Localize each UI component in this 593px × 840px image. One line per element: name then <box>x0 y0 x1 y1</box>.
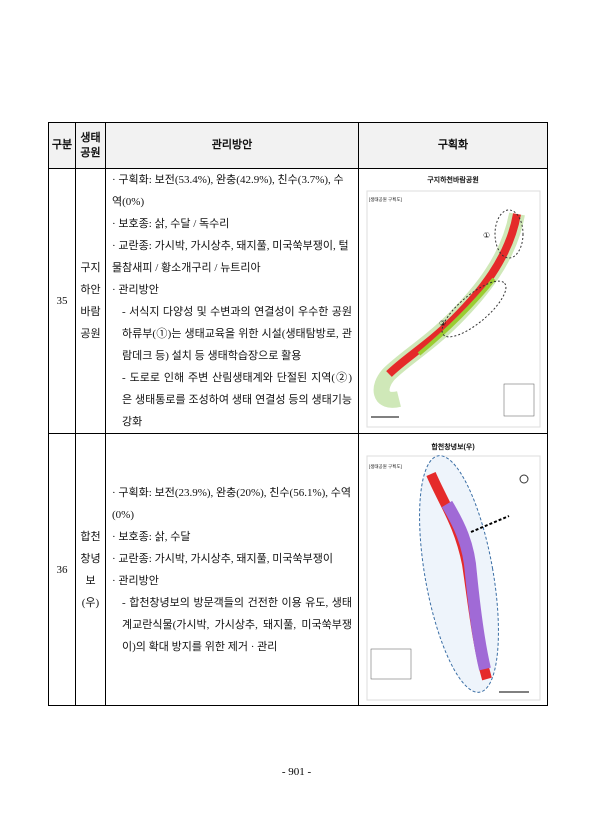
park-line: 바람 <box>80 306 101 318</box>
park-line: 구지 <box>80 262 101 274</box>
map <box>366 190 541 428</box>
sub-item: - 서식지 다양성 및 수변과의 연결성이 우수한 공원 하류부(①)는 생태교… <box>122 306 352 362</box>
item: · 관리방안 <box>112 574 159 587</box>
park-line: (우) <box>81 596 100 609</box>
row: 36 합천 창녕보 (우) · 구획화: 보전(23.9%), 완충(20%),… <box>48 433 548 706</box>
item: · 보호종: 삵, 수달 <box>112 530 191 543</box>
row-id: 36 <box>48 433 76 706</box>
page-number: - 901 - <box>281 766 312 778</box>
park-line: 창녕보 <box>80 552 101 587</box>
map-legend <box>370 648 412 680</box>
park-line: 하안 <box>80 284 101 296</box>
header-text: 공원 <box>80 146 101 159</box>
north-arrow <box>519 474 529 484</box>
sub-item: - 합천창녕보의 방문객들의 건전한 이용 유도, 생태계교란식물(가시박, 가… <box>122 596 352 653</box>
item: · 관리방안 <box>112 284 159 296</box>
map-circle <box>441 280 507 338</box>
map-zone <box>417 277 496 356</box>
header-cell: 구획화 <box>358 122 548 169</box>
row: 35 구지 하안 바람 공원 · 구획화: 보전(53.4%), 완충(42.9… <box>48 168 548 434</box>
map-caption: [생태공원 구획도] <box>369 464 402 469</box>
header-text: 생태 <box>80 131 101 144</box>
map-cell: 합천창녕보(우) [생태공원 구획도] <box>358 433 548 706</box>
map-zone <box>441 500 491 671</box>
sub-item: - 도로로 인해 주변 산림생태계와 단절된 지역(②)은 생태통로를 조성하여… <box>122 372 352 428</box>
map-mark: ② <box>439 319 447 328</box>
map-caption: [생태공원 구획도] <box>369 197 402 202</box>
park-name: 구지 하안 바람 공원 <box>75 168 106 434</box>
header-cell: 구분 <box>48 122 76 169</box>
header-cell: 관리방안 <box>105 122 359 169</box>
item: · 교란종: 가시박, 가시상추, 돼지풀, 미국쑥부쟁이 <box>112 552 333 565</box>
park-line: 공원 <box>80 328 101 340</box>
item: · 구획화: 보전(23.9%), 완충(20%), 친수(56.1%), 수역… <box>112 486 352 521</box>
map-title: 합천창녕보(우) <box>431 444 475 451</box>
row-id: 35 <box>48 168 76 434</box>
management-cell: · 구획화: 보전(53.4%), 완충(42.9%), 친수(3.7%), 수… <box>105 168 359 434</box>
item: · 구획화: 보전(53.4%), 완충(42.9%), 친수(3.7%), 수… <box>112 174 344 208</box>
management-cell: · 구획화: 보전(23.9%), 완충(20%), 친수(56.1%), 수역… <box>105 433 359 706</box>
map-title: 구지하천바람공원 <box>427 177 479 184</box>
map-circle <box>494 209 524 259</box>
map <box>366 455 541 701</box>
item: · 교란종: 가시박, 가시상추, 돼지풀, 미국쑥부쟁이, 털물참새피 / 황… <box>112 240 349 274</box>
item: · 보호종: 삵, 수달 / 독수리 <box>112 218 230 230</box>
map-legend <box>503 383 535 417</box>
park-name: 합천 창녕보 (우) <box>75 433 106 706</box>
park-line: 합천 <box>80 530 101 543</box>
map-zone <box>386 213 521 377</box>
map-cell: 구지하천바람공원 [생태공원 구획도] ① ② <box>358 168 548 434</box>
map-line <box>470 515 510 533</box>
map-mark: ① <box>483 231 491 240</box>
